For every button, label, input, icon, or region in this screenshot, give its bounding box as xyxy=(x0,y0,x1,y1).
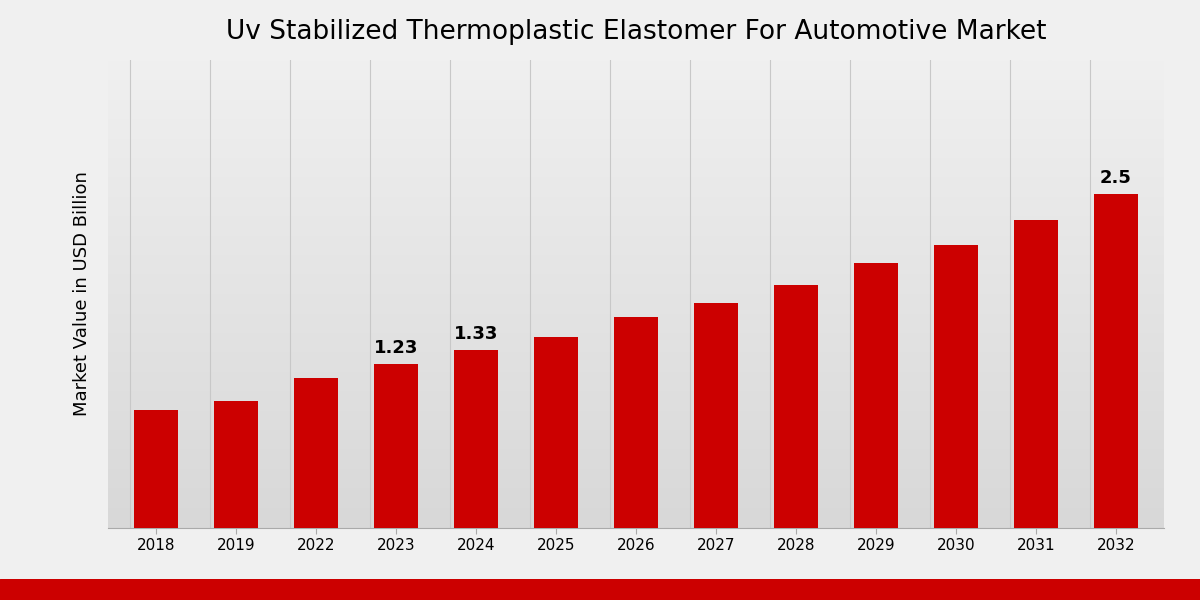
Bar xyxy=(694,304,738,528)
Y-axis label: Market Value in USD Billion: Market Value in USD Billion xyxy=(73,172,91,416)
Bar xyxy=(854,263,898,528)
Bar xyxy=(214,401,258,528)
Title: Uv Stabilized Thermoplastic Elastomer For Automotive Market: Uv Stabilized Thermoplastic Elastomer Fo… xyxy=(226,19,1046,45)
Bar xyxy=(774,284,818,528)
Bar xyxy=(534,337,578,528)
Bar xyxy=(134,410,178,528)
Text: 2.5: 2.5 xyxy=(1100,169,1132,187)
Text: 1.33: 1.33 xyxy=(454,325,498,343)
Bar xyxy=(614,317,658,528)
Bar xyxy=(1014,220,1058,528)
Bar xyxy=(1094,194,1138,528)
Bar xyxy=(454,350,498,528)
Bar xyxy=(934,245,978,528)
Text: 1.23: 1.23 xyxy=(374,339,418,357)
Bar xyxy=(294,378,338,528)
Bar xyxy=(374,364,418,528)
